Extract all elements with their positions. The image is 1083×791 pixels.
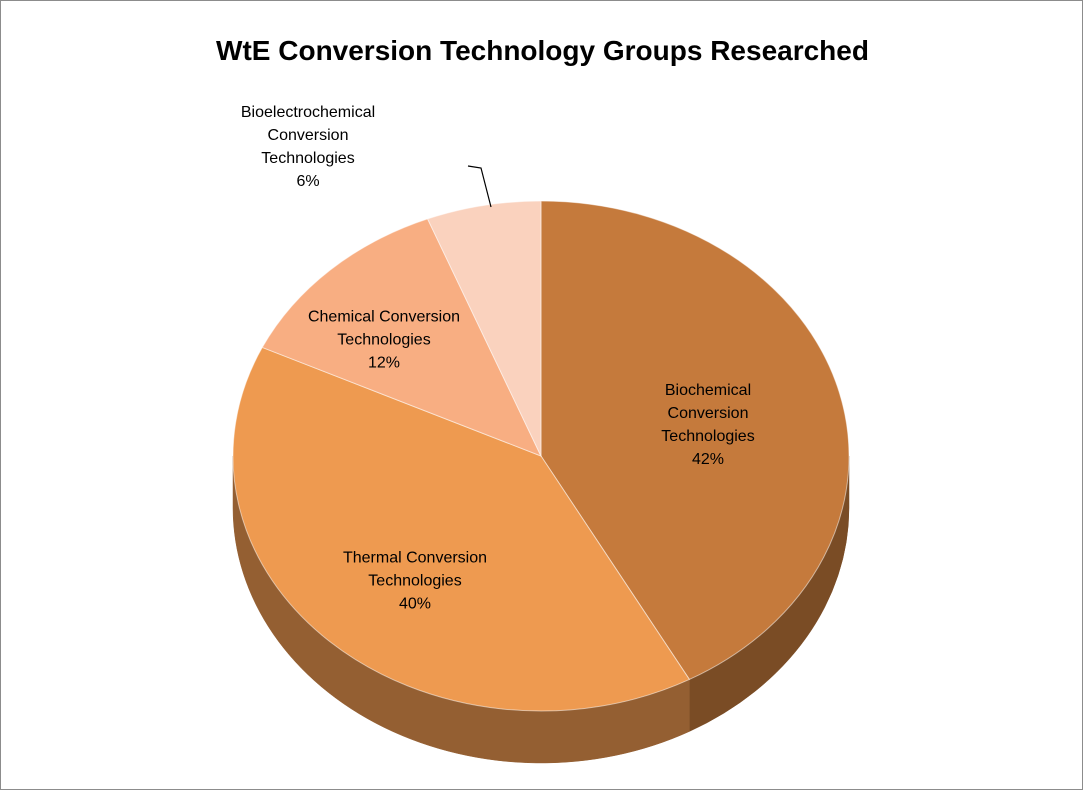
pie-slice [540,200,850,681]
pie-slice [426,200,542,457]
data-label: Biochemical Conversion Technologies 42% [628,379,788,471]
data-label: Chemical Conversion Technologies 12% [284,306,484,375]
value-label: 6% [296,173,320,190]
category-name: Bioelectrochemical Conversion Technologi… [240,104,376,167]
chart-title: WtE Conversion Technology Groups Researc… [216,35,869,66]
category-name: Biochemical Conversion Technologies [661,382,755,445]
pie-slice [261,218,542,457]
leader-line [467,165,492,208]
value-label: 40% [398,595,432,613]
value-label: 12% [367,354,401,372]
data-label: Thermal Conversion Technologies 40% [315,547,515,616]
category-name: Thermal Conversion Technologies [342,549,488,590]
data-label: Bioelectrochemical Conversion Technologi… [223,101,393,193]
category-name: Chemical Conversion Technologies [307,308,461,349]
pie-slice [232,346,691,712]
value-label: 42% [691,451,725,468]
